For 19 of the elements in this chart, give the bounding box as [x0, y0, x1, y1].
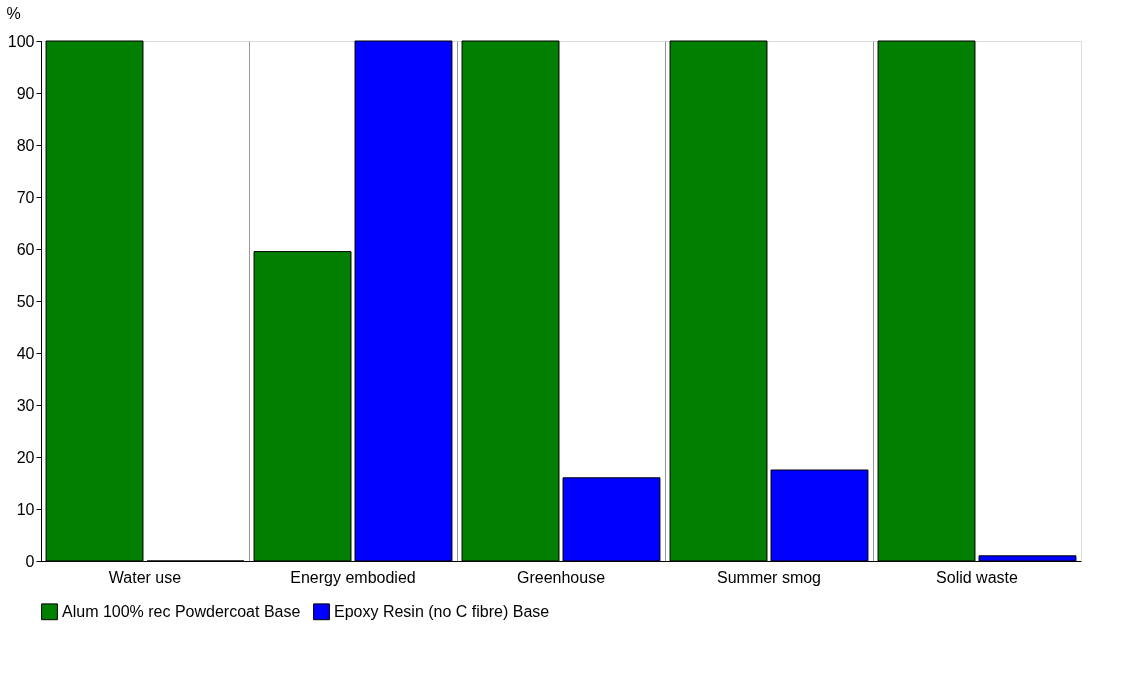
- y-tick-label: 100: [7, 32, 35, 50]
- x-tick-label: Water use: [108, 568, 182, 586]
- y-tick-label: 40: [16, 344, 35, 362]
- x-tick-label: Summer smog: [716, 568, 822, 586]
- y-tick-label: 60: [16, 240, 35, 258]
- y-tick-label: 80: [16, 136, 35, 154]
- y-tick-label: 70: [16, 188, 35, 206]
- y-tick-label: 0: [25, 552, 35, 570]
- legend-label: Alum 100% rec Powdercoat Base: [62, 602, 301, 620]
- y-axis-title: %: [6, 4, 21, 22]
- y-tick-label: 50: [16, 292, 35, 310]
- y-tick-label: 10: [16, 500, 35, 518]
- y-tick-label: 90: [16, 84, 35, 102]
- y-tick-label: 30: [16, 396, 35, 414]
- legend-label: Epoxy Resin (no C fibre) Base: [334, 602, 550, 620]
- x-tick-label: Greenhouse: [516, 568, 606, 586]
- x-tick-label: Solid waste: [936, 568, 1019, 586]
- y-tick-label: 20: [16, 448, 35, 466]
- x-tick-label: Energy embodied: [290, 568, 416, 586]
